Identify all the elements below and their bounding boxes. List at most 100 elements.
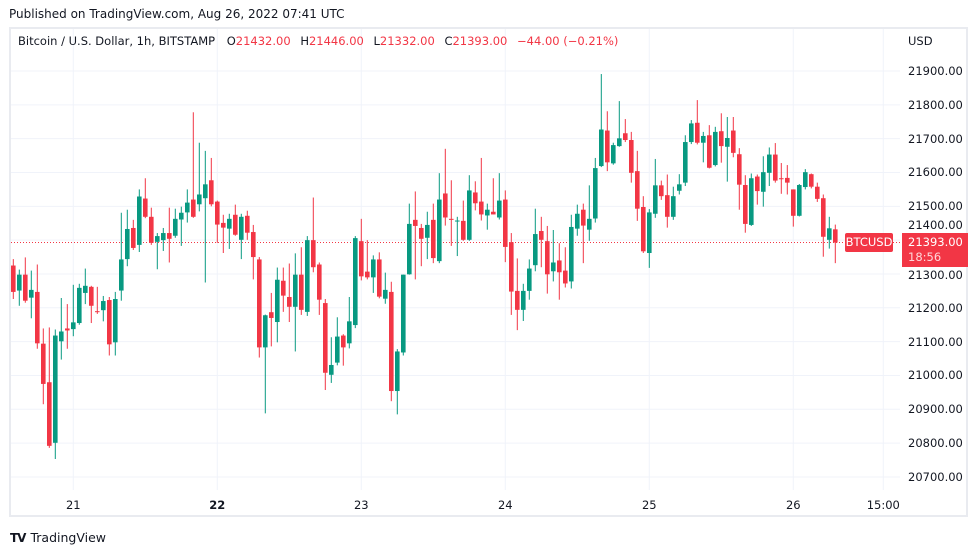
candle-body [605, 130, 610, 163]
candle-body [173, 218, 178, 236]
open-label: O [226, 34, 236, 48]
candle [371, 255, 376, 293]
candle-body [791, 189, 796, 216]
candle [653, 158, 658, 218]
candle-body [131, 227, 136, 248]
candle [485, 203, 490, 230]
candle-body [719, 131, 724, 147]
candle-body [737, 154, 742, 185]
candle [287, 263, 292, 323]
candle-body [587, 218, 592, 230]
tradingview-brand[interactable]: TV TradingView [10, 530, 106, 545]
candle [521, 283, 526, 322]
price-tick: 21300.00 [908, 268, 963, 282]
candle-body [239, 216, 244, 240]
candle [683, 135, 688, 187]
candle [443, 148, 448, 226]
candle-body [581, 209, 586, 226]
candle-body [161, 233, 166, 241]
candle [623, 119, 628, 143]
candle [329, 337, 334, 383]
candle [503, 190, 508, 263]
candle-body [797, 185, 802, 216]
candle-body [611, 145, 616, 164]
candle [545, 225, 550, 294]
candle [173, 208, 178, 238]
candle [713, 126, 718, 167]
candle-body [599, 129, 604, 167]
candle [677, 174, 682, 195]
candle [575, 204, 580, 236]
candle-body [251, 232, 256, 258]
candle [353, 236, 358, 329]
candle [671, 186, 676, 220]
symbol-title[interactable]: Bitcoin / U.S. Dollar, 1h, BITSTAMP [18, 34, 216, 48]
candle [833, 224, 838, 264]
candle-body [419, 227, 424, 239]
candle [659, 180, 664, 200]
candle-body [503, 199, 508, 247]
candle [743, 175, 748, 233]
candle [347, 296, 352, 349]
candle-body [23, 274, 28, 301]
candle [113, 291, 118, 356]
price-tick: 20800.00 [908, 436, 963, 451]
high-label: H [300, 34, 309, 48]
candle-body [329, 364, 334, 375]
candle-body [83, 285, 88, 293]
candle [791, 189, 796, 227]
candle-body [665, 195, 670, 217]
candle-body [275, 279, 280, 323]
candle [119, 212, 124, 301]
candle-body [509, 242, 514, 292]
candle-body [755, 176, 760, 192]
candle-body [629, 140, 634, 173]
candle [365, 240, 370, 280]
candle [401, 274, 406, 356]
candle [695, 100, 700, 145]
candle-body [287, 296, 292, 307]
candle [605, 111, 610, 172]
candle [761, 156, 766, 207]
candle-body [299, 274, 304, 310]
candle-body [77, 287, 82, 324]
candle [737, 148, 742, 210]
candle-body [545, 241, 550, 275]
bar-countdown: 18:56 [908, 250, 942, 264]
candle [797, 183, 802, 217]
candle-body [341, 335, 346, 348]
candle [341, 334, 346, 366]
candle [221, 214, 226, 254]
candle-body [233, 214, 238, 235]
currency-label: USD [908, 34, 933, 48]
candle [437, 173, 442, 264]
candle-body [521, 290, 526, 310]
price-tick: 20900.00 [908, 402, 963, 417]
price-tick: 21700.00 [908, 131, 963, 146]
candle [731, 117, 736, 158]
candle-body [377, 259, 382, 297]
price-tick: 21500.00 [908, 199, 963, 214]
candle [767, 147, 772, 187]
candle [635, 150, 640, 221]
candle-body [623, 133, 628, 141]
candle-body [701, 135, 706, 143]
candle [311, 197, 316, 273]
time-tick: 22 [209, 498, 226, 512]
candle-body [41, 343, 46, 384]
candle [563, 247, 568, 288]
candle-body [389, 291, 394, 392]
candle [239, 213, 244, 260]
candle-body [95, 311, 100, 313]
candle-body [113, 299, 118, 343]
candle-body [47, 382, 52, 446]
symbol-tag: BTCUSD [845, 233, 893, 252]
candle [71, 284, 76, 337]
candle [473, 181, 478, 211]
price-tick: 21800.00 [908, 97, 963, 112]
candle [161, 227, 166, 251]
candle [599, 74, 604, 168]
candle-body [59, 331, 64, 342]
candle [47, 327, 52, 448]
